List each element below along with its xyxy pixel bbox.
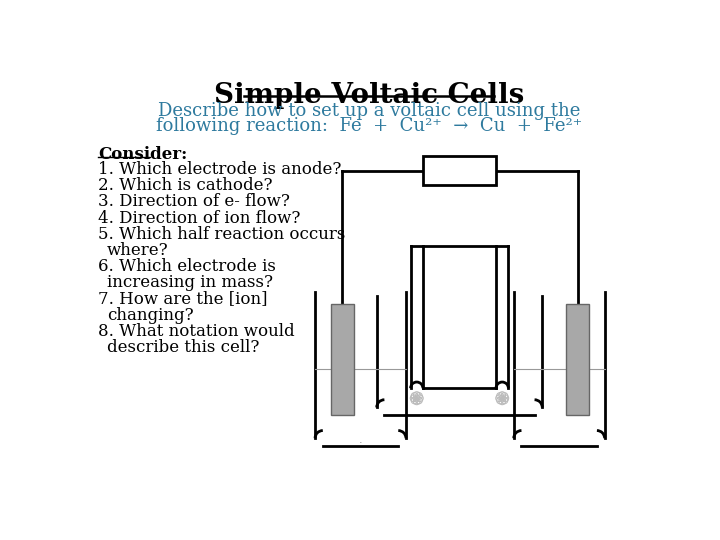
Circle shape: [497, 397, 503, 404]
Text: 7. How are the [ion]: 7. How are the [ion]: [98, 291, 267, 307]
Bar: [330, 303, 354, 415]
Bar: [566, 303, 589, 415]
Text: changing?: changing?: [107, 307, 194, 323]
Circle shape: [414, 395, 420, 401]
Text: 5. Which half reaction occurs: 5. Which half reaction occurs: [98, 226, 346, 243]
Circle shape: [415, 397, 423, 404]
Circle shape: [496, 395, 503, 402]
Circle shape: [416, 395, 423, 402]
Circle shape: [410, 395, 417, 402]
Circle shape: [499, 392, 505, 399]
Circle shape: [499, 395, 505, 401]
Bar: [423, 156, 496, 185]
Text: Simple Voltaic Cells: Simple Voltaic Cells: [214, 82, 524, 109]
Circle shape: [413, 392, 420, 399]
Text: 8. What notation would: 8. What notation would: [98, 323, 294, 340]
Text: 1. Which electrode is anode?: 1. Which electrode is anode?: [98, 161, 341, 178]
Circle shape: [501, 397, 508, 404]
Circle shape: [413, 398, 420, 404]
Text: .: .: [359, 435, 362, 445]
Text: 3. Direction of e- flow?: 3. Direction of e- flow?: [98, 193, 290, 211]
Text: 2. Which is cathode?: 2. Which is cathode?: [98, 177, 272, 194]
Text: Consider:: Consider:: [98, 146, 187, 163]
Text: 6. Which electrode is: 6. Which electrode is: [98, 258, 276, 275]
Text: describe this cell?: describe this cell?: [107, 339, 260, 356]
Circle shape: [499, 398, 505, 404]
Text: Describe how to set up a voltaic cell using the: Describe how to set up a voltaic cell us…: [158, 102, 580, 120]
Circle shape: [411, 393, 418, 400]
Text: where?: where?: [107, 242, 168, 259]
Circle shape: [501, 393, 508, 400]
Text: following reaction:  Fe  +  Cu²⁺  →  Cu  +  Fe²⁺: following reaction: Fe + Cu²⁺ → Cu + Fe²…: [156, 117, 582, 135]
Circle shape: [411, 397, 418, 404]
Text: increasing in mass?: increasing in mass?: [107, 274, 273, 291]
Text: 4. Direction of ion flow?: 4. Direction of ion flow?: [98, 210, 300, 227]
Circle shape: [415, 393, 423, 400]
Circle shape: [502, 395, 508, 402]
Circle shape: [497, 393, 503, 400]
